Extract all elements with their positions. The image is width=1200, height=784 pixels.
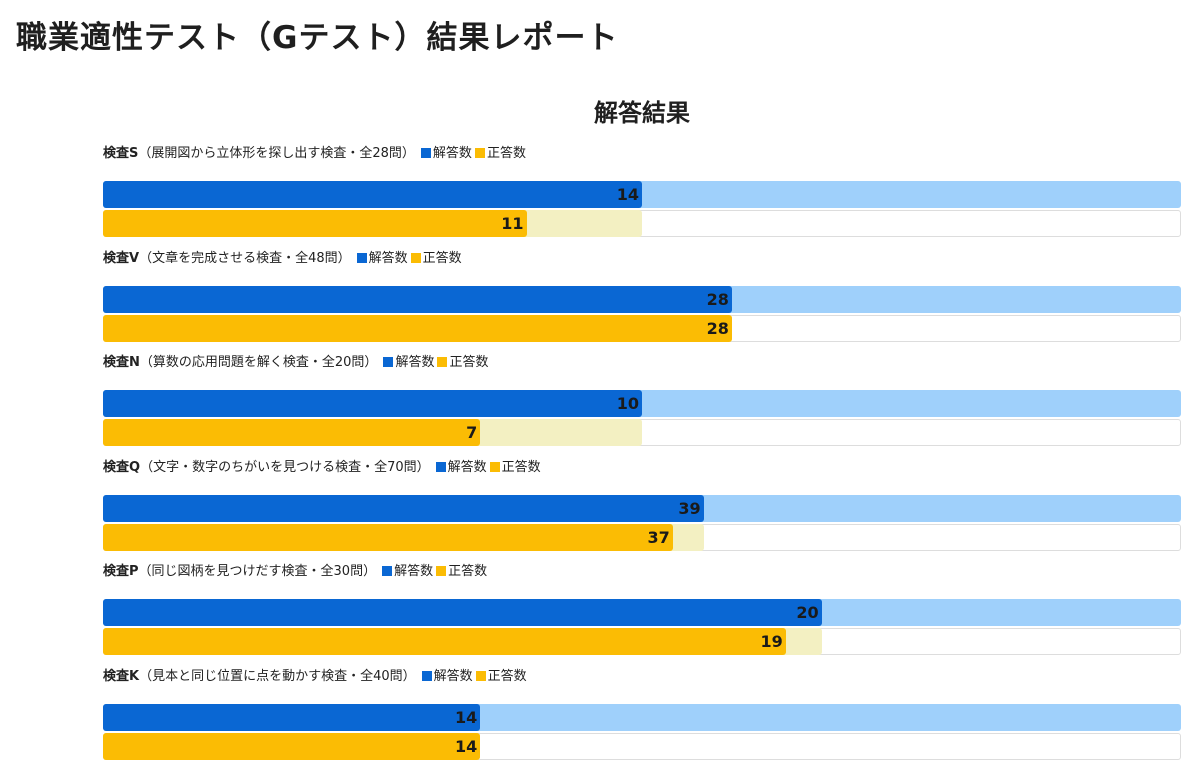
correct-value-label: 37 [647,527,670,547]
correct-bar-row: 19 [103,628,1181,656]
answered-bar-row: 28 [103,285,1181,313]
legend-swatch-correct [475,671,486,681]
test-block: 検査P（同じ図柄を見つけだす検査・全30問） 解答数 正答数 20 19 [103,564,1181,679]
correct-bar [103,733,481,760]
test-header: 検査S（展開図から立体形を探し出す検査・全28問） 解答数 正答数 [103,146,526,162]
answered-bar-row: 20 [103,599,1181,627]
answered-bar [103,285,732,313]
answered-value-label: 14 [455,708,478,727]
test-block: 検査V（文章を完成させる検査・全48問） 解答数 正答数 28 28 [103,251,1181,366]
answered-bar [103,390,642,418]
correct-bar-row: 11 [103,210,1181,237]
correct-value-label: 14 [455,737,478,756]
test-name: 検査K [103,669,140,684]
correct-bar-row: 14 [103,733,1181,760]
legend-swatch-answered [382,566,393,577]
test-block: 検査S（展開図から立体形を探し出す検査・全28問） 解答数 正答数 14 11 [103,146,1181,261]
correct-value-label: 19 [760,632,783,652]
answered-value-label: 14 [616,185,639,204]
test-block: 検査Q（文字・数字のちがいを見つける検査・全70問） 解答数 正答数 39 37 [103,460,1181,575]
answered-bar [103,704,481,731]
test-name: 検査P [103,564,139,580]
legend-label-answered: 解答数 [394,564,434,580]
legend-swatch-correct [474,148,485,158]
legend-swatch-correct [436,566,447,577]
legend-swatch-answered [421,671,432,681]
legend-swatch-correct [437,357,448,368]
legend-label-correct: 正答数 [448,564,488,580]
test-header: 検査N（算数の応用問題を解く検査・全20問） 解答数 正答数 [103,355,488,371]
answered-bar [103,181,642,208]
correct-value-label: 7 [466,423,478,443]
answered-bar [103,494,704,522]
correct-value-label: 28 [706,318,729,338]
legend-swatch-answered [435,461,446,472]
legend-label-correct: 正答数 [486,146,526,161]
correct-bar-row: 37 [103,523,1181,551]
test-header: 検査V（文章を完成させる検査・全48問） 解答数 正答数 [103,251,462,267]
answered-value-label: 39 [678,498,701,518]
legend-label-correct: 正答数 [422,250,462,266]
legend-swatch-correct [489,461,500,472]
answered-bar-row: 10 [103,390,1181,418]
test-description: （文字・数字のちがいを見つける検査・全70問） [140,459,430,475]
page-title: 職業適性テスト（Gテスト）結果レポート [16,20,619,56]
legend-swatch-answered [356,252,367,263]
legend-label-correct: 正答数 [487,669,527,684]
test-description: （見本と同じ位置に点を動かす検査・全40問） [139,669,416,684]
test-header: 検査P（同じ図柄を見つけだす検査・全30問） 解答数 正答数 [103,564,487,580]
legend-label-answered: 解答数 [433,669,473,684]
legend-swatch-answered [420,148,431,158]
answered-value-label: 10 [616,394,639,414]
correct-bar [103,210,527,237]
answered-bar-row: 14 [103,181,1181,208]
correct-bar [103,523,673,551]
test-name: 検査V [103,250,140,266]
legend-swatch-answered [383,357,394,368]
test-block: 検査N（算数の応用問題を解く検査・全20問） 解答数 正答数 10 7 [103,355,1181,470]
correct-bar [103,628,786,656]
answered-value-label: 28 [706,289,729,309]
test-description: （算数の応用問題を解く検査・全20問） [139,355,378,371]
answered-bar-row: 39 [103,494,1181,522]
test-description: （展開図から立体形を探し出す検査・全28問） [138,146,415,161]
test-block: 検査K（見本と同じ位置に点を動かす検査・全40問） 解答数 正答数 14 14 [103,669,1181,784]
correct-bar [103,314,732,342]
test-description: （文章を完成させる検査・全48問） [139,250,351,266]
legend-label-answered: 解答数 [432,146,472,161]
answered-bar [103,599,822,627]
correct-bar [103,419,481,447]
legend-swatch-correct [410,252,421,263]
legend-label-correct: 正答数 [501,459,541,475]
answered-value-label: 20 [796,603,819,623]
correct-value-label: 11 [501,214,524,233]
test-name: 検査N [103,355,140,371]
answered-bar-row: 14 [103,704,1181,731]
test-header: 検査Q（文字・数字のちがいを見つける検査・全70問） 解答数 正答数 [103,460,541,476]
correct-bar-row: 7 [103,419,1181,447]
legend-label-correct: 正答数 [449,355,489,371]
test-name: 検査S [103,146,139,161]
legend-label-answered: 解答数 [447,459,487,475]
test-header: 検査K（見本と同じ位置に点を動かす検査・全40問） 解答数 正答数 [103,669,527,685]
correct-bar-row: 28 [103,314,1181,342]
chart-title: 解答結果 [594,99,690,127]
test-description: （同じ図柄を見つけだす検査・全30問） [138,564,377,580]
legend-label-answered: 解答数 [395,355,435,371]
test-name: 検査Q [103,459,141,475]
legend-label-answered: 解答数 [368,250,408,266]
